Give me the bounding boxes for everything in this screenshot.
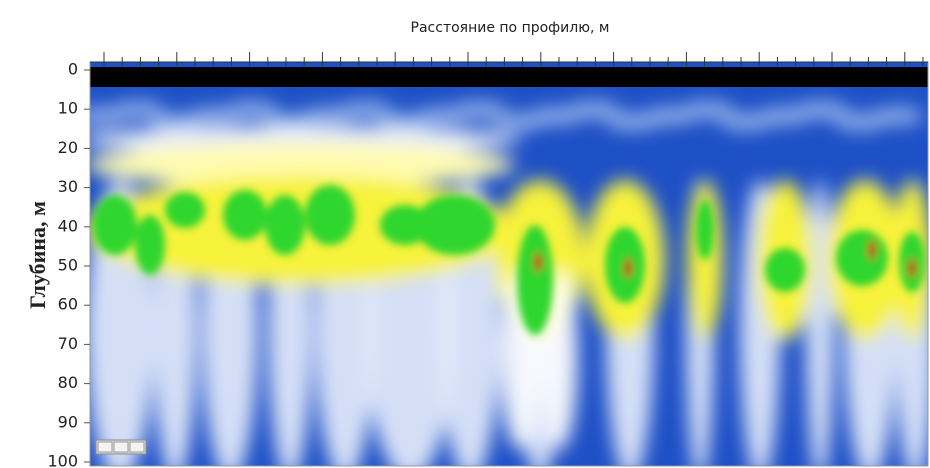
toolbar [96,440,146,454]
y-tick-label: 30 [58,177,78,196]
field-blob [624,258,632,278]
field-blob [908,258,916,278]
tool-button[interactable] [114,442,128,452]
field-blob [872,107,924,125]
y-tick-label: 40 [58,216,78,235]
y-tick-label: 70 [58,334,78,353]
surface-band [90,67,928,87]
field-blob [517,225,553,335]
y-tick-label: 50 [58,256,78,275]
field-blob [836,230,888,286]
y-tick-label: 60 [58,295,78,314]
field-blob [806,180,834,468]
field-blob [415,195,495,255]
field-blob [305,185,355,245]
chart-title: Расстояние по профилю, м [411,20,610,36]
field-blob [534,252,542,272]
field-blob [696,200,714,260]
field-blob [93,195,137,255]
y-tick-label: 10 [58,99,78,118]
field-blob [265,195,305,255]
y-tick-label: 20 [58,138,78,157]
radargram [74,62,930,468]
tool-button[interactable] [130,442,144,452]
y-tick-label: 100 [47,452,78,468]
field-blob [135,215,165,275]
field-blob [868,240,876,260]
field-blob [165,192,205,228]
field-blob [765,248,805,292]
field-blob [223,190,267,240]
y-tick-label: 80 [58,373,78,392]
y-axis-label: Глубина, м [25,201,50,309]
tool-button[interactable] [98,442,112,452]
chart: Расстояние по профилю, м Глубина, м 0 10 2… [0,0,930,468]
y-tick-label: 90 [58,412,78,431]
y-tick-label: 0 [68,60,78,79]
